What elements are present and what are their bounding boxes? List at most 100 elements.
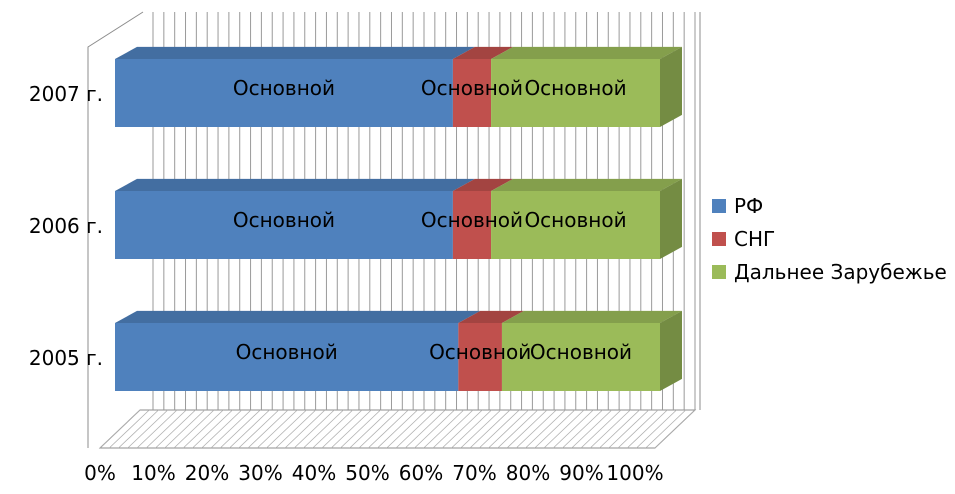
- data-label: Основной: [524, 208, 626, 232]
- category-label: 2007 г.: [29, 82, 103, 106]
- floor-hatch-line: [543, 409, 585, 449]
- floor-hatch-line: [303, 409, 344, 449]
- floor-hatch-line: [210, 409, 252, 449]
- bar-2007 г.-series-2: [491, 59, 660, 127]
- floor-hatch-line: [645, 409, 687, 449]
- data-label: Основной: [421, 76, 523, 100]
- floor-hatch-line: [599, 409, 640, 449]
- floor-hatch-line: [173, 409, 215, 449]
- legend-label: Дальнее Зарубежье: [734, 260, 947, 284]
- floor-hatch-line: [266, 409, 307, 449]
- floor-hatch-line: [552, 409, 594, 449]
- bar-top-снг-1: [452, 178, 514, 191]
- floor-hatch-line: [395, 409, 437, 449]
- floor-hatch-line: [182, 409, 224, 449]
- floor-hatch-line: [423, 409, 465, 449]
- floor-hatch-line: [136, 409, 178, 449]
- data-label: Основной: [429, 340, 531, 364]
- x-tick-label: 40%: [292, 461, 336, 485]
- legend-swatch-0: [712, 199, 726, 213]
- floor-hatch-line: [386, 409, 428, 449]
- floor-hatch-line: [525, 409, 566, 449]
- floor-hatch-line: [155, 409, 196, 449]
- bar-2005 г.-series-0: [115, 323, 459, 391]
- bar-top-дальнее-зарубежье-1: [491, 178, 682, 191]
- floor-hatch-line: [99, 409, 141, 449]
- bar-top-рф-0: [115, 310, 481, 323]
- bar-top-снг-0: [458, 310, 524, 323]
- x-tick-label: 10%: [131, 461, 175, 485]
- legend-swatch-1: [712, 232, 726, 246]
- floor-hatch-line: [108, 409, 150, 449]
- floor-hatch-line: [367, 409, 409, 449]
- floor-hatch-line: [571, 409, 613, 449]
- floor-hatch-line: [238, 409, 280, 449]
- floor-hatch-line: [469, 409, 511, 449]
- floor-hatch-line: [488, 409, 529, 449]
- bar-top-рф-1: [115, 178, 475, 191]
- floor-hatch-line: [284, 409, 326, 449]
- floor-hatch-line: [506, 409, 548, 449]
- category-label: 2006 г.: [29, 214, 103, 238]
- data-label: Основной: [233, 76, 335, 100]
- floor-hatch-line: [414, 409, 455, 449]
- data-label: Основной: [524, 76, 626, 100]
- floor-hatch-line: [497, 409, 539, 449]
- floor-hatch-line: [145, 409, 187, 449]
- floor-hatch-line: [192, 409, 233, 449]
- legend-swatch-2: [712, 265, 726, 279]
- bar-2007 г.-series-1: [452, 59, 492, 127]
- floor-hatch-line: [432, 409, 474, 449]
- floor-hatch-line: [229, 409, 270, 449]
- floor-hatch-line: [256, 409, 298, 449]
- floor-hatch-line: [562, 409, 603, 449]
- legend-label: РФ: [734, 194, 763, 218]
- x-tick-label: 80%: [506, 461, 550, 485]
- floor-hatch-line: [330, 409, 372, 449]
- bar-2006 г.-series-2: [491, 191, 660, 259]
- bar-2005 г.-series-2: [501, 323, 660, 391]
- floor-hatch-line: [654, 409, 696, 449]
- floor-hatch-line: [275, 409, 317, 449]
- floor-hatch-line: [534, 409, 576, 449]
- floor-hatch-line: [293, 409, 335, 449]
- bar-2007 г.-series-0: [115, 59, 453, 127]
- floor-hatch-line: [626, 409, 668, 449]
- side-wall: [87, 11, 144, 448]
- bar-top-рф-2: [115, 46, 475, 59]
- floor-hatch-line: [201, 409, 243, 449]
- floor-hatch-line: [478, 409, 520, 449]
- floor-hatch-line: [589, 409, 631, 449]
- floor-hatch-line: [441, 409, 483, 449]
- floor-hatch-line: [580, 409, 622, 449]
- floor-hatch-line: [247, 409, 289, 449]
- floor-hatch-line: [460, 409, 502, 449]
- floor-hatch-line: [515, 409, 557, 449]
- data-label: Основной: [421, 208, 523, 232]
- x-tick-label: 30%: [238, 461, 282, 485]
- data-label: Основной: [530, 340, 632, 364]
- floor-hatch-line: [164, 409, 206, 449]
- x-tick-label: 70%: [452, 461, 496, 485]
- x-tick-label: 20%: [185, 461, 229, 485]
- x-tick-label: 0%: [84, 461, 116, 485]
- bar-2005 г.-series-1: [458, 323, 502, 391]
- floor-hatch-line: [608, 409, 650, 449]
- legend-label: СНГ: [734, 227, 775, 251]
- floor-hatch-line: [312, 409, 354, 449]
- bar-2006 г.-series-0: [115, 191, 453, 259]
- data-label: Основной: [236, 340, 338, 364]
- bar-top-дальнее-зарубежье-0: [501, 310, 682, 323]
- x-tick-label: 60%: [399, 461, 443, 485]
- bar-end-face-2: [660, 46, 682, 127]
- bar-2006 г.-series-1: [452, 191, 492, 259]
- x-tick-label: 50%: [345, 461, 389, 485]
- bar-top-снг-2: [452, 46, 514, 59]
- floor-hatch-line: [118, 409, 159, 449]
- floor-hatch-line: [377, 409, 418, 449]
- bar-end-face-1: [660, 178, 682, 259]
- floor-hatch-line: [636, 409, 677, 449]
- floor-hatch-line: [321, 409, 363, 449]
- floor-hatch-line: [127, 409, 169, 449]
